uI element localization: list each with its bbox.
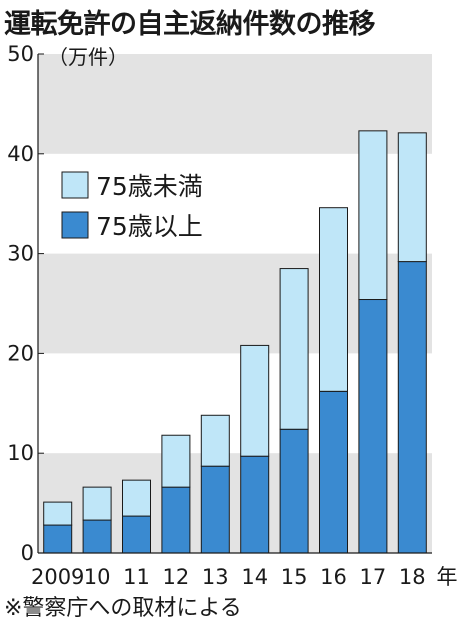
legend-swatch-over75 bbox=[61, 211, 89, 239]
bar-over75 bbox=[358, 299, 388, 554]
bar-under75 bbox=[122, 479, 151, 517]
y-tick-label: 10 bbox=[7, 441, 34, 465]
x-tick-label: 17 bbox=[360, 565, 387, 589]
x-tick-label: 15 bbox=[281, 565, 308, 589]
y-tick-label: 30 bbox=[7, 242, 34, 266]
bar-over75 bbox=[397, 261, 427, 554]
x-tick-label: 10 bbox=[84, 565, 111, 589]
y-tick-label: 40 bbox=[7, 142, 34, 166]
legend-label-under75: 75歳未満 bbox=[96, 172, 203, 201]
x-tick-label: 18 bbox=[399, 565, 426, 589]
legend-swatch-under75 bbox=[61, 171, 89, 199]
y-tick-label: 20 bbox=[7, 341, 34, 365]
bar-over75 bbox=[319, 390, 348, 554]
bar-over75 bbox=[279, 428, 309, 554]
axes bbox=[37, 53, 432, 554]
bar-under75 bbox=[240, 344, 270, 457]
x-axis-suffix: 年 bbox=[437, 565, 458, 589]
y-tick-label: 50 bbox=[7, 42, 34, 66]
x-tick-label: 16 bbox=[320, 565, 347, 589]
bar-over75 bbox=[161, 486, 191, 554]
bar-under75 bbox=[358, 130, 388, 301]
bar-under75 bbox=[161, 434, 191, 488]
bar-over75 bbox=[82, 519, 112, 554]
x-tick-label: 12 bbox=[163, 565, 190, 589]
bars bbox=[43, 130, 427, 554]
y-tick-label: 0 bbox=[21, 541, 34, 565]
bar-over75 bbox=[43, 524, 73, 554]
unit-label: （万件） bbox=[48, 45, 128, 69]
bar-under75 bbox=[82, 486, 112, 521]
x-tick-labels: 2009 10 11 12 13 14 15 16 17 18 年 bbox=[31, 565, 458, 589]
x-tick-label: 2009 bbox=[31, 565, 84, 589]
x-tick-label: 13 bbox=[202, 565, 229, 589]
bar-under75 bbox=[200, 414, 230, 467]
bar-under75 bbox=[279, 268, 309, 430]
bar-over75 bbox=[200, 465, 230, 554]
x-tick-label: 14 bbox=[241, 565, 268, 589]
y-tick-labels: 0 10 20 30 40 50 bbox=[7, 42, 34, 565]
bar-under75 bbox=[397, 132, 427, 263]
bar-over75 bbox=[240, 455, 270, 554]
legend-label-over75: 75歳以上 bbox=[96, 212, 203, 241]
chart-title: 運転免許の自主返納件数の推移 bbox=[4, 9, 376, 40]
bar-under75 bbox=[319, 207, 348, 392]
legend: 75歳未満 75歳以上 bbox=[61, 171, 203, 241]
source-note: ※警察庁への取材による bbox=[4, 596, 242, 621]
bar-under75 bbox=[43, 501, 73, 526]
bar-over75 bbox=[122, 515, 151, 554]
x-tick-label: 11 bbox=[123, 565, 150, 589]
